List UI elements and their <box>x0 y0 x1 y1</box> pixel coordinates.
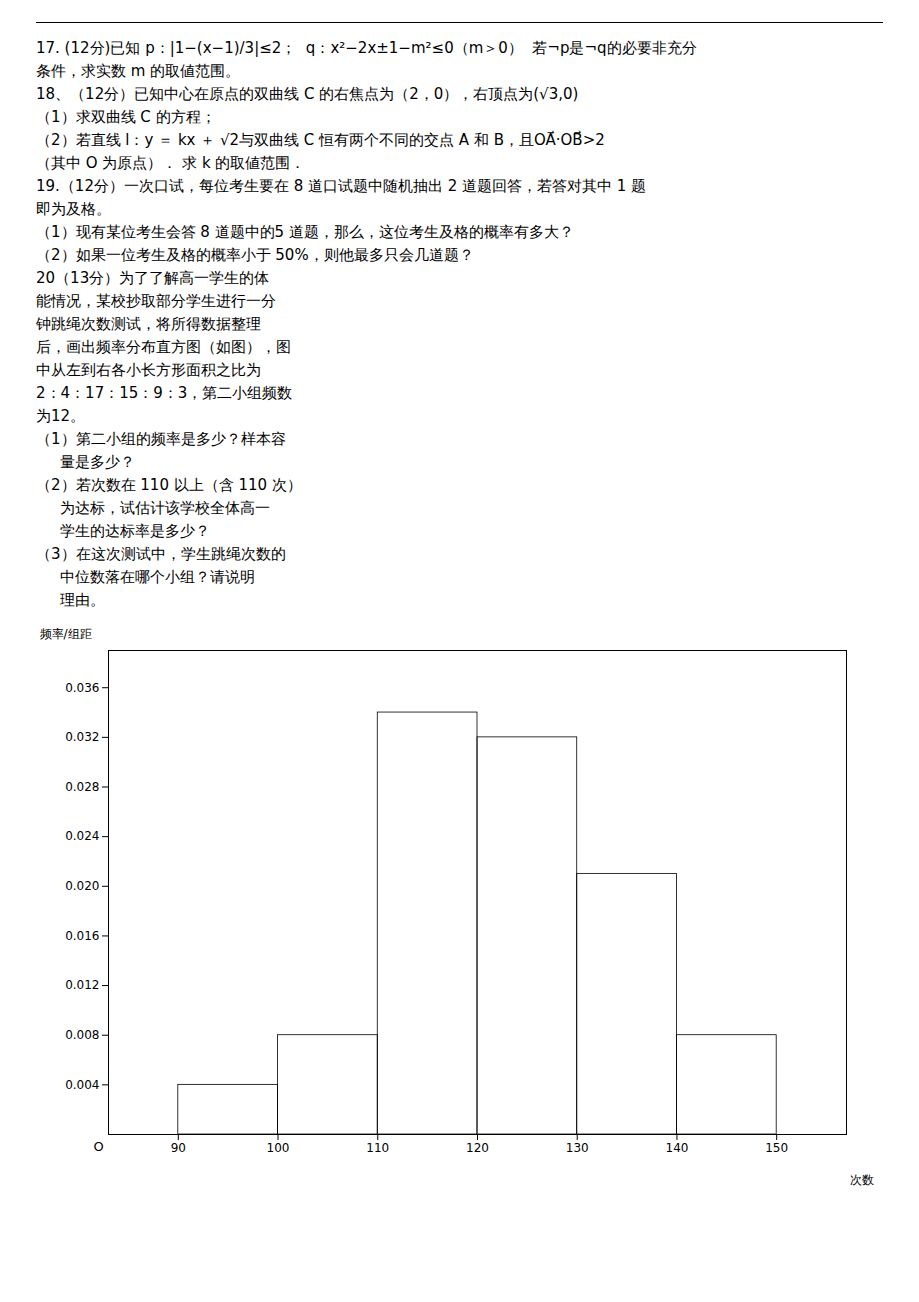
html-text:18、（12分）已知中心在原点的双曲线 C 的右焦点为（2，: 18、（12分）已知中心在原点的双曲线 C 的右焦点为（2，0），右顶点为(√3… <box>36 85 579 103</box>
html-text:（1）求双曲线 C 的方程；: （1）求双曲线 C 的方程； <box>36 108 216 126</box>
html-text:学生的达标率是多少？: 学生的达标率是多少？ <box>36 522 210 540</box>
html-text:条件，求实数 m 的取値范围。: 条件，求实数 m 的取値范围。 <box>36 62 241 80</box>
svg-text:110: 110 <box>366 1141 389 1155</box>
svg-text:0.020: 0.020 <box>65 879 99 893</box>
svg-text:0.028: 0.028 <box>65 780 99 794</box>
svg-text:0.036: 0.036 <box>65 681 99 695</box>
svg-text:频率/组距: 频率/组距 <box>40 627 92 641</box>
svg-text:0.004: 0.004 <box>65 1078 99 1092</box>
html-text:（1）现有某位考生会答 8 道题中的5 道题，那么，这位考生: （1）现有某位考生会答 8 道题中的5 道题，那么，这位考生及格的概率有多大？ <box>36 223 574 241</box>
html-text:理由。: 理由。 <box>36 591 105 609</box>
svg-text:150: 150 <box>765 1141 788 1155</box>
html-text:（其中 O 为原点）． 求 k 的取値范围．: （其中 O 为原点）． 求 k 的取値范围． <box>36 154 306 172</box>
html-text:为达标，试估计该学校全体高一: 为达标，试估计该学校全体高一 <box>36 499 270 517</box>
svg-text:0.024: 0.024 <box>65 829 99 843</box>
html-text:17. (12分)已知 p：|1−(x−1)/3|≤2； q: 17. (12分)已知 p：|1−(x−1)/3|≤2； q：x²−2x±1−m… <box>36 39 697 57</box>
html-text:中从左到右各小长方形面积之比为: 中从左到右各小长方形面积之比为 <box>36 361 261 379</box>
html-text:（2）若直线 l：y ＝ kx ＋ √2与双曲线 C 恒有两: （2）若直线 l：y ＝ kx ＋ √2与双曲线 C 恒有两个不同的交点 A 和… <box>36 131 605 149</box>
html-text:量是多少？: 量是多少？ <box>36 453 135 471</box>
html-text:即为及格。: 即为及格。 <box>36 200 111 218</box>
html-text:20（13分）为了了解高一学生的体: 20（13分）为了了解高一学生的体 <box>36 269 270 287</box>
html-text:（3）在这次测试中，学生跳绳次数的: （3）在这次测试中，学生跳绳次数的 <box>36 545 286 563</box>
html-text:后，画出频率分布直方图（如图），图: 后，画出频率分布直方图（如图），图 <box>36 338 291 356</box>
html-text:钟跳绳次数测试，将所得数据整理: 钟跳绳次数测试，将所得数据整理 <box>36 315 261 333</box>
svg-text:130: 130 <box>566 1141 589 1155</box>
html-text:2：4：17：15：9：3，第二小组频数: 2：4：17：15：9：3，第二小组频数 <box>36 384 293 402</box>
html-text:中位数落在哪个小组？请说明: 中位数落在哪个小组？请说明 <box>36 568 255 586</box>
svg-text:100: 100 <box>267 1141 290 1155</box>
html-text:（2）若次数在 110 以上（含 110 次）: （2）若次数在 110 以上（含 110 次） <box>36 476 302 494</box>
html-text:能情况，某校抄取部分学生进行一分: 能情况，某校抄取部分学生进行一分 <box>36 292 276 310</box>
html-text:为12。: 为12。 <box>36 407 86 425</box>
svg-text:O: O <box>93 1139 103 1154</box>
svg-text:90: 90 <box>171 1141 186 1155</box>
html-text:（2）如果一位考生及格的概率小于 50%，则他最多只会几道题: （2）如果一位考生及格的概率小于 50%，则他最多只会几道题？ <box>36 246 474 264</box>
svg-text:140: 140 <box>666 1141 689 1155</box>
html-text:19.（12分）一次口试，每位考生要在 8 道口试题中随机抽: 19.（12分）一次口试，每位考生要在 8 道口试题中随机抽出 2 道题回答，若… <box>36 177 647 195</box>
svg-text:0.016: 0.016 <box>65 929 99 943</box>
svg-text:120: 120 <box>466 1141 489 1155</box>
svg-text:0.008: 0.008 <box>65 1028 99 1042</box>
html-text:（1）第二小组的频率是多少？样本容: （1）第二小组的频率是多少？样本容 <box>36 430 286 448</box>
svg-text:0.012: 0.012 <box>65 978 99 992</box>
svg-text:0.032: 0.032 <box>65 730 99 744</box>
svg-text:次数: 次数 <box>850 1173 874 1187</box>
